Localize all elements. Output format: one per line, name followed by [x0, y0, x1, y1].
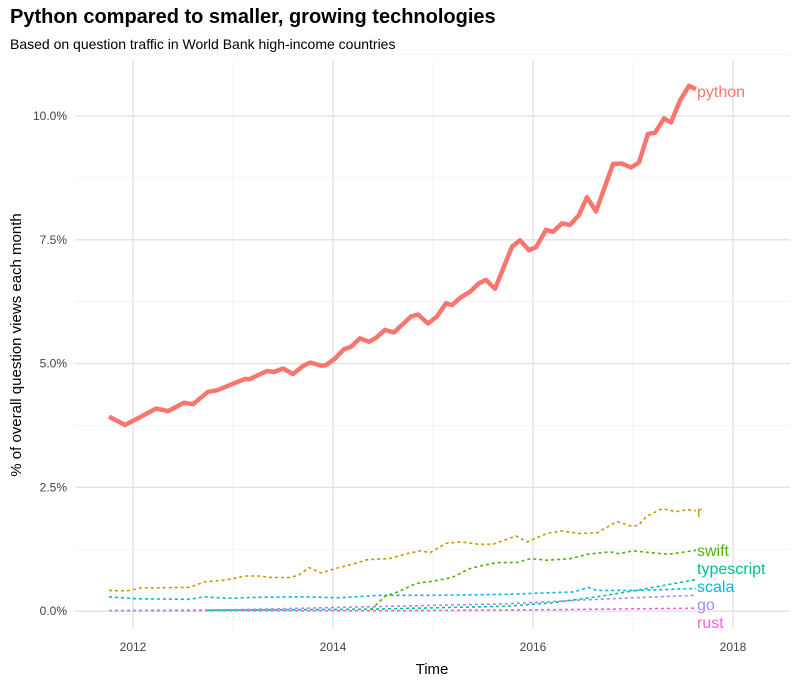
chart-subtitle: Based on question traffic in World Bank …	[10, 36, 396, 52]
series-lines	[107, 83, 697, 612]
axis-ticks: 0.0% 2.5% 5.0% 7.5% 10.0% 2012 2014 2016 2018	[33, 109, 747, 654]
chart-title: Python compared to smaller, growing tech…	[10, 6, 496, 28]
x-tick-label: 2018	[720, 640, 747, 654]
x-tick-label: 2012	[120, 640, 147, 654]
series-label-go: go	[697, 597, 715, 614]
y-axis-label: % of overall question views each month	[8, 213, 25, 476]
gridlines	[75, 53, 790, 630]
x-tick-label: 2016	[520, 640, 547, 654]
series-line-go	[108, 594, 697, 612]
y-tick-label: 10.0%	[33, 109, 67, 123]
series-label-typescript: typescript	[697, 561, 766, 578]
y-tick-label: 7.5%	[40, 233, 68, 247]
y-tick-label: 2.5%	[40, 480, 68, 494]
series-label-r: r	[697, 504, 703, 521]
series-label-scala: scala	[697, 579, 734, 596]
series-line-python	[107, 83, 697, 428]
series-label-swift: swift	[697, 543, 730, 560]
series-label-python: python	[697, 84, 745, 101]
y-tick-label: 5.0%	[40, 357, 68, 371]
series-line-r	[108, 507, 697, 592]
series-line-swift	[370, 549, 697, 611]
x-tick-label: 2014	[320, 640, 347, 654]
x-axis-label: Time	[416, 661, 449, 678]
series-label-rust: rust	[697, 615, 724, 632]
y-tick-label: 0.0%	[40, 604, 68, 618]
